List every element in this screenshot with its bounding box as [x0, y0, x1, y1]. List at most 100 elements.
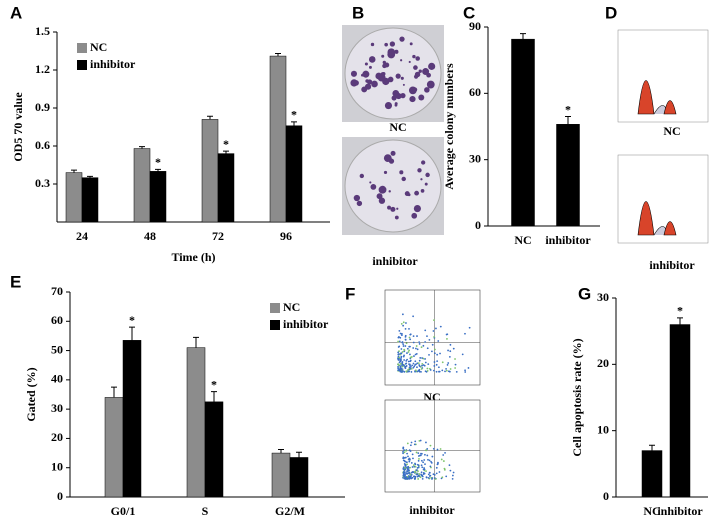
- cell-dot: [419, 357, 422, 359]
- colony: [402, 83, 405, 86]
- colony: [421, 160, 426, 165]
- cell-dot: [431, 455, 434, 458]
- cell-dot: [397, 351, 400, 354]
- cell-dot: [415, 363, 417, 366]
- cell-dot: [412, 335, 415, 338]
- cell-dot: [436, 360, 439, 363]
- colony: [375, 72, 383, 80]
- cell-dot: [406, 358, 408, 361]
- colony: [407, 193, 411, 197]
- bar: [186, 347, 206, 498]
- cell-dot: [439, 448, 442, 450]
- colony: [395, 73, 401, 79]
- error-bar: [155, 168, 161, 172]
- cell-dot: [401, 371, 403, 373]
- colony: [381, 54, 385, 58]
- cell-dot: [402, 324, 405, 327]
- cell-dot: [420, 459, 423, 462]
- cell-dot: [410, 477, 413, 480]
- cell-dot: [409, 333, 412, 336]
- error-bar: [275, 53, 281, 57]
- colony: [369, 181, 372, 184]
- image-label: NC: [389, 120, 406, 134]
- cell-dot: [402, 452, 404, 455]
- colony: [420, 178, 423, 181]
- cell-dot: [417, 369, 420, 372]
- cell-dot: [422, 461, 425, 464]
- cell-dot: [435, 327, 437, 330]
- y-tick-label: 90: [469, 19, 481, 33]
- cell-dot: [402, 321, 405, 324]
- cell-dot: [406, 442, 409, 445]
- colony: [370, 42, 375, 47]
- cell-dot: [409, 356, 412, 359]
- cell-dot: [410, 441, 413, 444]
- cell-dot: [404, 367, 407, 370]
- cell-dot: [428, 459, 431, 462]
- cell-dot: [447, 349, 449, 352]
- cell-dot: [400, 323, 403, 325]
- cell-dot: [424, 341, 427, 343]
- cell-dot: [414, 370, 416, 373]
- cell-dot: [417, 362, 420, 365]
- cell-dot: [409, 450, 412, 452]
- colony: [399, 170, 404, 175]
- y-tick-label: 60: [51, 313, 63, 327]
- bar: [133, 148, 151, 223]
- bar: [201, 119, 219, 223]
- y-tick-label: 0.9: [35, 100, 50, 114]
- cell-dot: [413, 365, 416, 368]
- colony: [384, 42, 388, 47]
- cell-dot: [439, 325, 442, 328]
- cell-dot: [407, 351, 410, 353]
- colony: [384, 101, 393, 110]
- cell-dot: [409, 364, 411, 367]
- y-tick-label: 60: [469, 85, 481, 99]
- colony: [378, 197, 386, 204]
- cell-dot: [414, 369, 417, 372]
- significance-mark: *: [677, 304, 683, 318]
- cell-dot: [404, 477, 407, 480]
- y-tick-label: 50: [51, 342, 63, 356]
- cell-dot: [408, 366, 411, 369]
- colony: [425, 172, 430, 178]
- colony: [368, 65, 372, 69]
- cell-dot: [427, 458, 429, 461]
- cell-dot: [433, 365, 436, 367]
- legend-swatch: [77, 60, 87, 70]
- cell-dot: [400, 348, 403, 350]
- cell-dot: [420, 368, 423, 370]
- colony: [418, 69, 422, 73]
- colony: [400, 93, 406, 99]
- legend-swatch: [77, 43, 87, 53]
- colony: [396, 207, 399, 210]
- significance-mark: *: [155, 155, 161, 169]
- cell-dot: [424, 453, 426, 456]
- y-axis-label: Cell apoptosis rate (%): [570, 338, 584, 456]
- cell-dot: [401, 365, 404, 368]
- colony: [418, 94, 425, 101]
- cell-dot: [444, 370, 446, 373]
- cell-dot: [428, 471, 431, 474]
- cell-dot: [426, 454, 429, 457]
- bar: [269, 55, 287, 223]
- error-bar: [71, 169, 77, 173]
- cell-dot: [399, 363, 402, 365]
- colony: [382, 77, 390, 86]
- cell-dot: [409, 359, 412, 362]
- cell-dot: [406, 352, 408, 354]
- bar: [65, 172, 83, 223]
- cell-dot: [449, 368, 452, 370]
- y-tick-label: 20: [597, 356, 609, 370]
- cell-dot: [404, 464, 407, 467]
- cell-dot: [418, 359, 421, 362]
- colony: [387, 48, 396, 56]
- cell-dot: [406, 347, 409, 350]
- cell-dot: [417, 470, 419, 473]
- panel-label: G: [578, 284, 591, 303]
- colony: [413, 205, 421, 213]
- cell-dot: [416, 475, 419, 478]
- dot-plot-frame: [384, 399, 481, 493]
- panel-label: B: [352, 3, 364, 22]
- error-bar: [111, 386, 117, 398]
